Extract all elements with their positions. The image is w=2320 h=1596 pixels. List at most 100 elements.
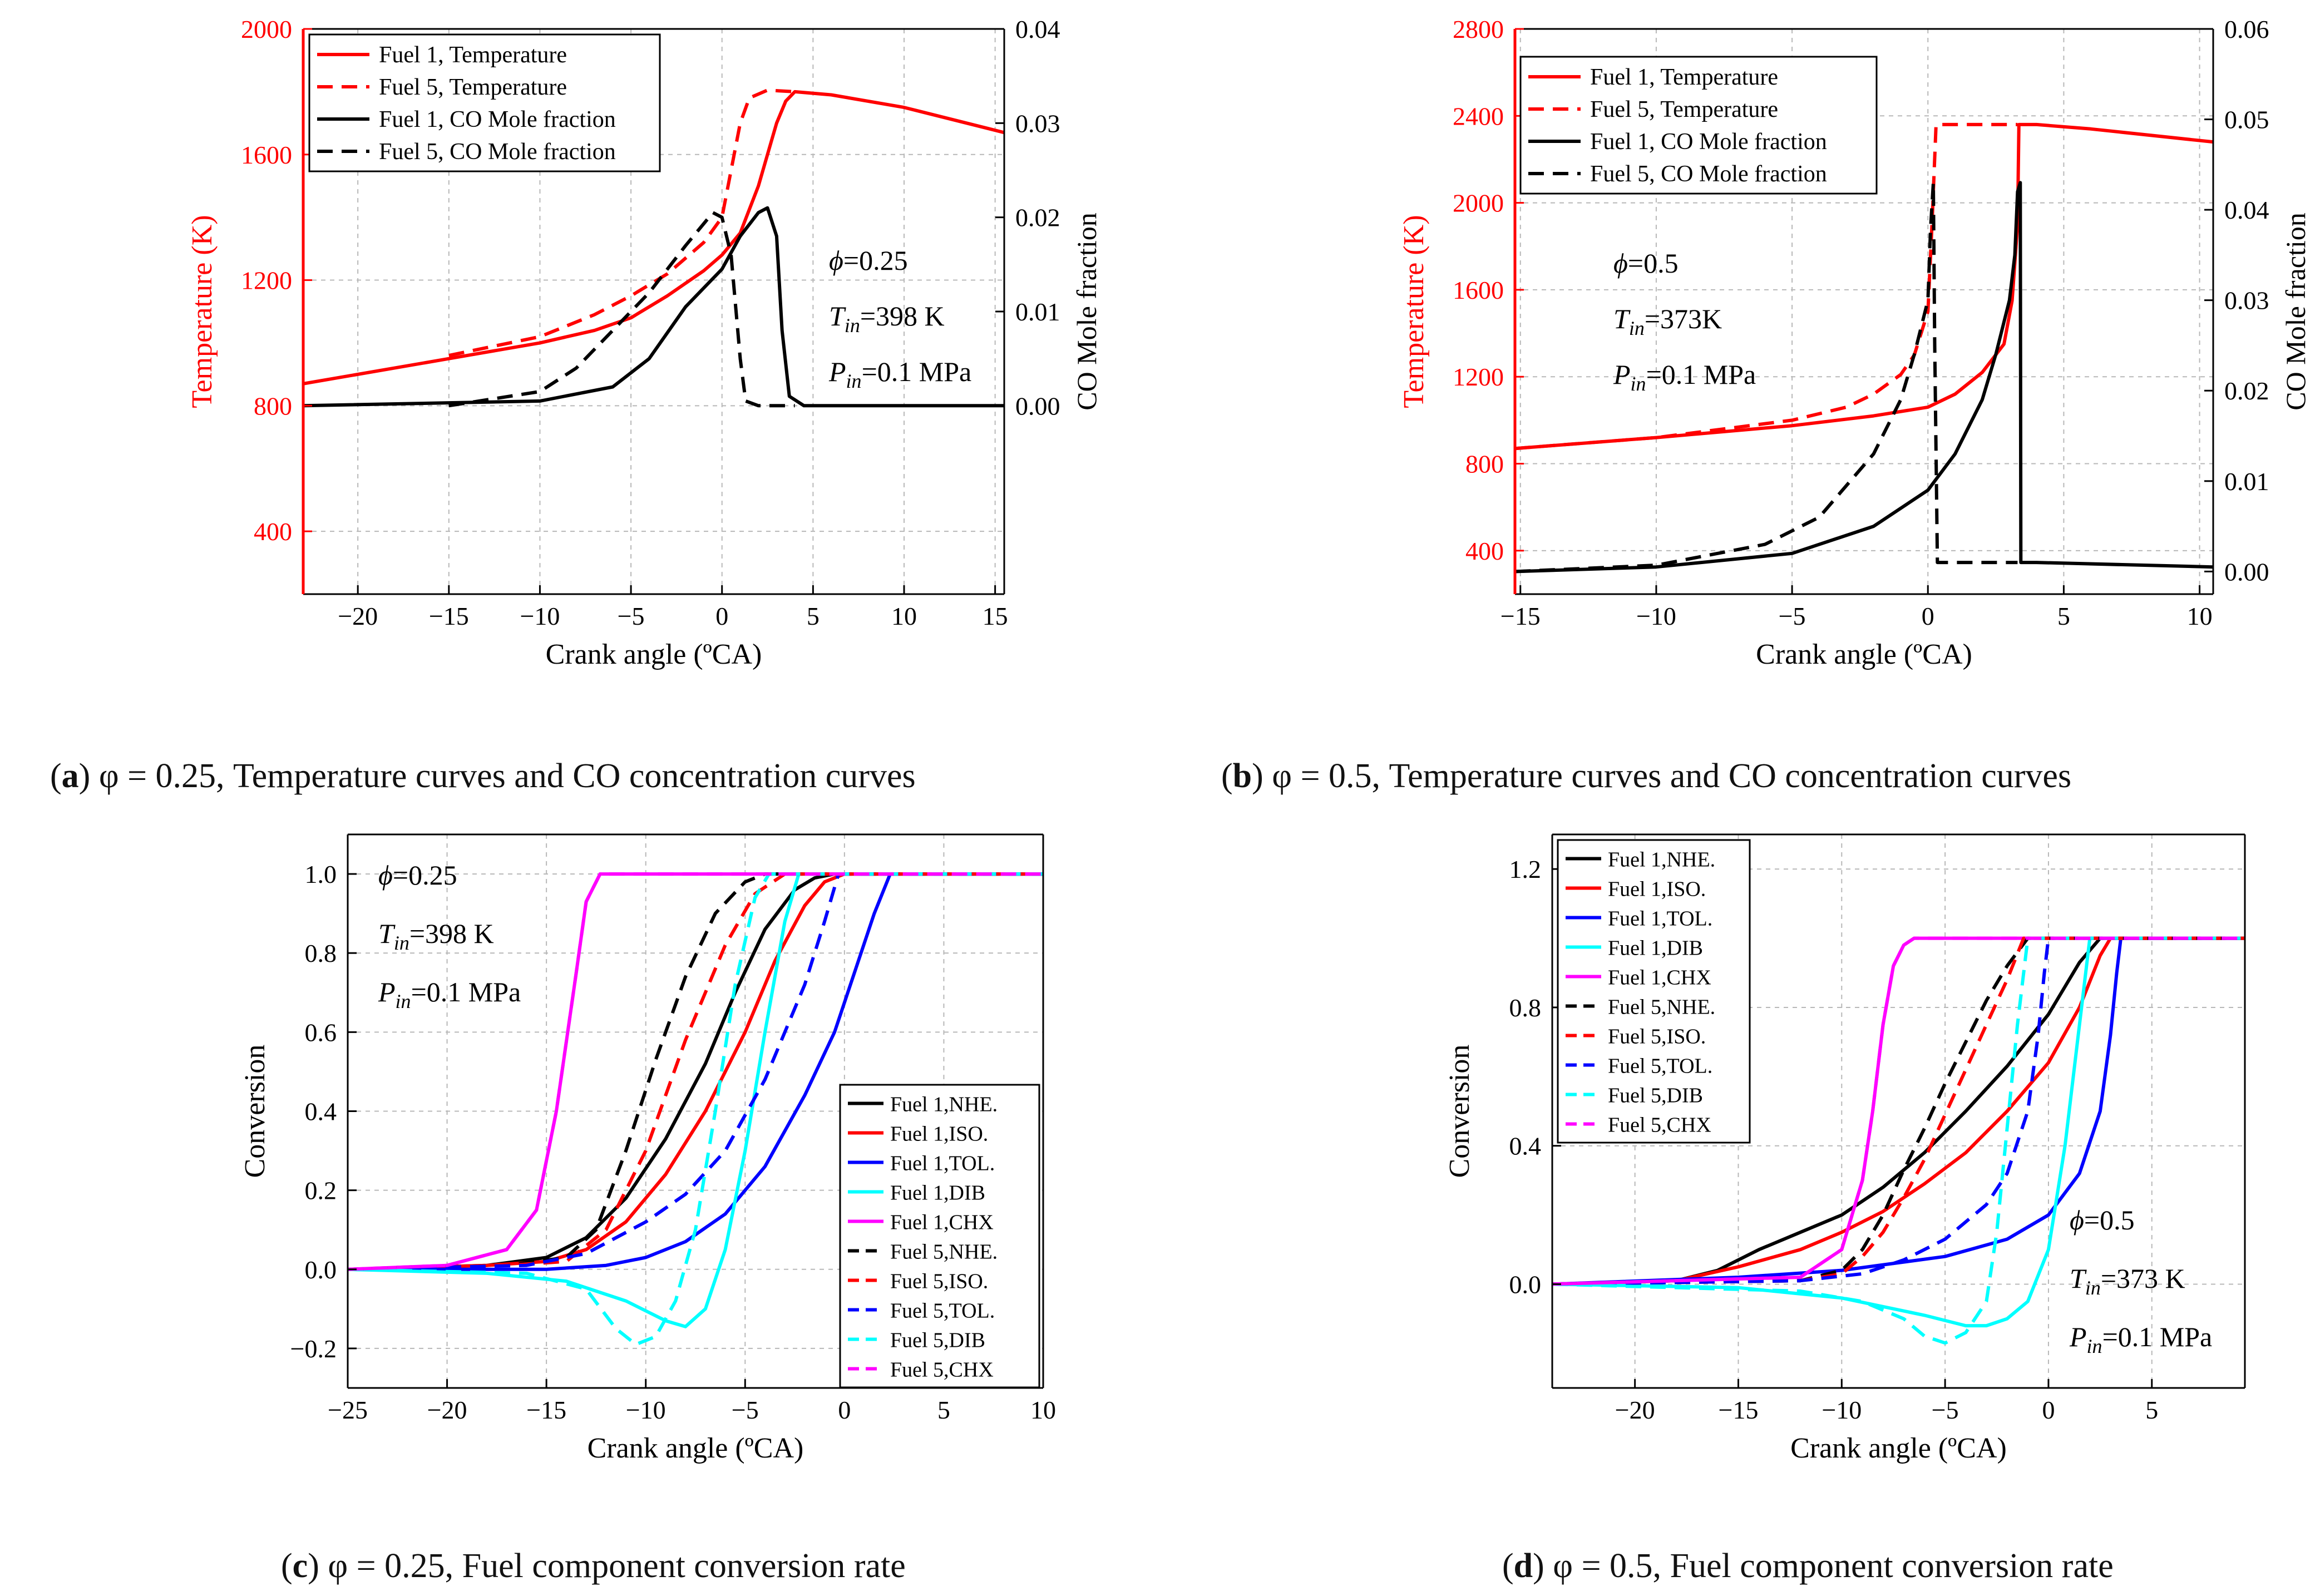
series-line-fuel-1-co-mole-fraction — [1515, 181, 2213, 574]
caption-b: (b) φ = 0.5, Temperature curves and CO c… — [1221, 757, 2072, 795]
x-tick-label: −20 — [427, 1396, 467, 1424]
series-line-fuel-5-temperature — [1515, 122, 2018, 451]
y-tick-label: 400 — [254, 517, 292, 546]
caption-d: (d) φ = 0.5, Fuel component conversion r… — [1502, 1547, 2114, 1585]
x-axis-label: Crank angle (ºCA) — [1756, 639, 1972, 670]
x-tick-label: 0 — [715, 602, 728, 630]
x-tick-label: 10 — [891, 602, 917, 630]
annotation-pin-subscript: in — [396, 990, 411, 1012]
annotation-tin: Tin=373 K — [2070, 1263, 2185, 1299]
y-axis-label: Temperature (K) — [186, 215, 218, 408]
y2-axis-label: CO Mole fraction — [1071, 213, 1102, 410]
series-line-fuel-1-dib — [348, 872, 1043, 1328]
annotation-phi: ϕ=0.5 — [1613, 248, 1679, 279]
series-line-fuel-5-co-mole-fraction — [448, 211, 795, 408]
series-line-fuel-5-nhe- — [1552, 936, 2245, 1286]
annotation-phi-symbol: ϕ — [378, 859, 393, 891]
x-tick-label: 15 — [983, 602, 1008, 630]
y-tick-label: 0.8 — [305, 939, 337, 967]
caption-d-letter: d — [1513, 1547, 1533, 1585]
x-tick-label: −5 — [1932, 1396, 1959, 1424]
chart-d: −20 −15 −10 −5 0 5 0.0 0.4 0.8 1.2 Crank angle (ºC… — [1444, 833, 2246, 1464]
legend-label: Fuel 1, CO Mole fraction — [379, 107, 616, 132]
x-axis-label: Crank angle (ºCA) — [588, 1432, 804, 1464]
annotation-tin: Tin=398 K — [378, 918, 494, 954]
annotation-pin-symbol: P — [378, 976, 396, 1007]
legend-label: Fuel 5,ISO. — [1608, 1025, 1706, 1049]
y2-tick-label: 0.03 — [2224, 286, 2269, 315]
legend-label: Fuel 5,TOL. — [1608, 1055, 1712, 1078]
legend-label: Fuel 5,ISO. — [890, 1270, 988, 1293]
x-tick-label: −5 — [618, 602, 645, 630]
y2-tick-label: 0.00 — [2224, 557, 2269, 586]
annotation-tin: Tin=398 K — [829, 300, 945, 337]
series-line-fuel-5-iso- — [348, 872, 1043, 1271]
y2-tick-label: 0.06 — [2224, 15, 2269, 43]
y-tick-label: 2400 — [1453, 102, 1504, 130]
legend-label: Fuel 1, Temperature — [379, 42, 567, 68]
y-tick-label: 0.2 — [305, 1177, 337, 1205]
series-line-fuel-1-tol- — [1552, 936, 2245, 1286]
x-tick-label: −10 — [520, 602, 560, 630]
legend-label: Fuel 1,ISO. — [1608, 878, 1706, 901]
annotation-tin-value: =373 K — [2101, 1263, 2185, 1294]
legend-label: Fuel 5, CO Mole fraction — [1590, 161, 1827, 187]
y2-tick-label: 0.02 — [1015, 204, 1060, 232]
x-tick-label: −10 — [626, 1396, 666, 1424]
x-tick-label: −10 — [1822, 1396, 1862, 1424]
annotation-phi-symbol: ϕ — [1613, 248, 1628, 279]
annotation-tin-symbol: T — [2070, 1263, 2087, 1294]
annotation-pin-value: =0.1 MPa — [862, 356, 972, 387]
legend-label: Fuel 1,NHE. — [1608, 848, 1715, 872]
annotation-pin: Pin=0.1 MPa — [828, 356, 971, 392]
x-tick-label: −15 — [1719, 1396, 1759, 1424]
y-tick-label: 0.4 — [1509, 1132, 1542, 1160]
y-tick-label: 800 — [1465, 450, 1504, 478]
x-axis-label: Crank angle (ºCA) — [1790, 1432, 2007, 1464]
annotation-phi-value: =0.25 — [843, 245, 908, 276]
annotation-tin-symbol: T — [829, 300, 846, 332]
legend-label: Fuel 5,TOL. — [890, 1299, 995, 1323]
series-line-fuel-1-nhe- — [348, 872, 1043, 1271]
y2-tick-label: 0.01 — [2224, 467, 2269, 496]
legend-box — [839, 1084, 1040, 1389]
y2-tick-label: 0.04 — [1015, 15, 1060, 43]
legend-label: Fuel 1,DIB — [1608, 937, 1703, 960]
legend-label: Fuel 1,CHX — [890, 1211, 994, 1234]
x-tick-label: 5 — [937, 1396, 950, 1424]
legend-label: Fuel 5,CHX — [890, 1358, 994, 1382]
annotation-phi: ϕ=0.25 — [829, 245, 908, 276]
annotation-pin-symbol: P — [1613, 359, 1631, 390]
y-tick-label: 400 — [1465, 537, 1504, 565]
legend-label: Fuel 1,NHE. — [890, 1093, 998, 1116]
x-tick-label: 5 — [807, 602, 820, 630]
x-tick-label: 0 — [838, 1396, 851, 1424]
y2-tick-label: 0.05 — [2224, 106, 2269, 134]
caption-a-letter: a — [61, 757, 79, 795]
y-tick-label: 0.0 — [1509, 1270, 1542, 1298]
x-tick-label: 5 — [2057, 602, 2070, 630]
y-tick-label: 2000 — [1453, 189, 1504, 218]
legend-label: Fuel 1, Temperature — [1590, 65, 1778, 90]
series-line-fuel-1-temperature — [303, 90, 1004, 386]
legend-label: Fuel 1,TOL. — [890, 1152, 995, 1175]
x-tick-label: −20 — [338, 602, 378, 630]
caption-b-text: φ = 0.5, Temperature curves and CO conce… — [1263, 757, 2072, 795]
annotation-pin-symbol: P — [2069, 1321, 2087, 1352]
x-tick-label: 10 — [1030, 1396, 1056, 1424]
y2-tick-label: 0.00 — [1015, 392, 1060, 420]
series-line-fuel-5-tol- — [1552, 936, 2245, 1286]
caption-a-text: φ = 0.25, Temperature curves and CO conc… — [90, 757, 916, 795]
annotation-tin-subscript: in — [1629, 317, 1645, 339]
y2-tick-label: 0.02 — [2224, 377, 2269, 405]
annotation-pin: Pin=0.1 MPa — [1613, 359, 1756, 395]
annotation-phi-value: =0.5 — [2084, 1204, 2135, 1236]
y-tick-label: 0.6 — [305, 1018, 337, 1046]
annotation-tin-subscript: in — [2085, 1277, 2101, 1299]
caption-c-letter: c — [292, 1547, 308, 1585]
caption-a: (a) φ = 0.25, Temperature curves and CO … — [50, 757, 916, 795]
y-tick-label: 1600 — [1453, 276, 1504, 304]
legend-label: Fuel 5, Temperature — [1590, 97, 1778, 122]
legend-box — [308, 33, 661, 172]
